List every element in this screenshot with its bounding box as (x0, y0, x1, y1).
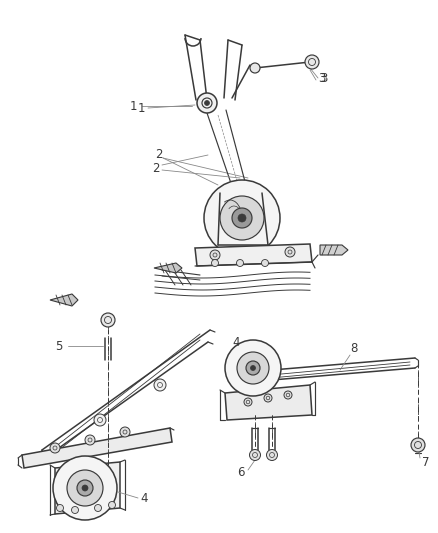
Circle shape (284, 391, 292, 399)
Circle shape (264, 394, 272, 402)
Polygon shape (225, 385, 312, 420)
Circle shape (120, 427, 130, 437)
Polygon shape (154, 263, 182, 273)
Polygon shape (50, 294, 78, 306)
Circle shape (101, 313, 115, 327)
Text: 4: 4 (140, 491, 148, 505)
Text: 7: 7 (422, 456, 430, 469)
Circle shape (237, 352, 269, 384)
Circle shape (109, 502, 116, 508)
Text: 2: 2 (152, 161, 159, 174)
Circle shape (210, 250, 220, 260)
Circle shape (220, 196, 264, 240)
Circle shape (50, 443, 60, 453)
Circle shape (57, 505, 64, 512)
Circle shape (411, 438, 425, 452)
Text: 1: 1 (130, 100, 138, 112)
Circle shape (82, 485, 88, 491)
Circle shape (204, 180, 280, 256)
Circle shape (205, 101, 209, 106)
Polygon shape (22, 428, 172, 468)
Polygon shape (195, 244, 312, 266)
Text: 5: 5 (55, 340, 62, 352)
Circle shape (95, 505, 102, 512)
Circle shape (244, 398, 252, 406)
Text: 1: 1 (138, 101, 145, 115)
Circle shape (225, 340, 281, 396)
Circle shape (71, 506, 78, 513)
Circle shape (250, 449, 261, 461)
Circle shape (266, 449, 278, 461)
Circle shape (232, 208, 252, 228)
Circle shape (285, 247, 295, 257)
Circle shape (251, 366, 255, 370)
Circle shape (237, 260, 244, 266)
Polygon shape (55, 462, 120, 514)
Text: 3: 3 (318, 71, 325, 85)
Circle shape (53, 456, 117, 520)
Circle shape (77, 480, 93, 496)
Polygon shape (320, 245, 348, 255)
Text: 2: 2 (155, 149, 162, 161)
Text: 6: 6 (237, 465, 245, 479)
Circle shape (67, 470, 103, 506)
Circle shape (246, 361, 260, 375)
Circle shape (94, 414, 106, 426)
Circle shape (154, 379, 166, 391)
Circle shape (238, 214, 246, 222)
Text: 3: 3 (320, 71, 327, 85)
Circle shape (212, 260, 219, 266)
Circle shape (197, 93, 217, 113)
Circle shape (261, 260, 268, 266)
Text: 4: 4 (232, 335, 240, 349)
Circle shape (85, 435, 95, 445)
Circle shape (250, 63, 260, 73)
Circle shape (305, 55, 319, 69)
Text: 8: 8 (350, 342, 357, 354)
